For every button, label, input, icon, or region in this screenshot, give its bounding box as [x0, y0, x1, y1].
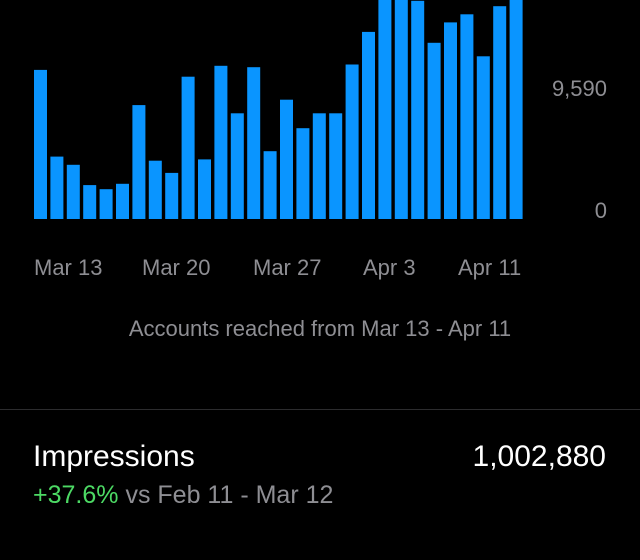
bar [378, 0, 392, 219]
bar [411, 0, 425, 219]
x-tick-label: Apr 3 [363, 255, 416, 280]
bar [181, 76, 195, 219]
bar [444, 22, 457, 220]
chart-caption: Accounts reached from Mar 13 - Apr 11 [128, 316, 512, 341]
bar [345, 64, 359, 219]
bar [280, 99, 293, 219]
section-divider [0, 409, 640, 410]
impressions-comparison: +37.6% vs Feb 11 - Mar 12 [33, 481, 333, 510]
x-tick-label: Mar 20 [142, 255, 211, 280]
bar [329, 113, 343, 219]
bar [296, 128, 310, 219]
x-tick-label: Apr 11 [458, 255, 522, 280]
x-tick-label: Mar 27 [253, 255, 322, 280]
bar [116, 183, 129, 219]
bar [312, 113, 326, 219]
bar [66, 164, 80, 219]
bar [476, 56, 490, 219]
bar [230, 113, 244, 219]
bar [165, 172, 179, 219]
bar [493, 6, 507, 220]
bar [214, 65, 228, 219]
bar [247, 67, 261, 219]
bar [34, 69, 47, 220]
bar [132, 105, 146, 219]
bar [50, 156, 64, 219]
change-percentage: +37.6% [33, 481, 119, 509]
bar [362, 31, 375, 220]
bar [99, 189, 113, 219]
bar-chart [34, 0, 523, 220]
impressions-label: Impressions [33, 440, 195, 473]
comparison-period: vs Feb 11 - Mar 12 [118, 481, 334, 509]
impressions-value: 1,002,880 [472, 440, 606, 473]
bar [509, 0, 523, 219]
bar [427, 42, 441, 219]
bar [148, 160, 162, 219]
bar [198, 159, 211, 219]
bar [394, 0, 408, 219]
y-tick-label: 9,590 [551, 76, 607, 101]
x-tick-label: Mar 13 [34, 255, 103, 280]
bar [460, 14, 474, 219]
bar [83, 185, 97, 219]
y-tick-label: 0 [594, 198, 607, 223]
bar [263, 151, 277, 219]
